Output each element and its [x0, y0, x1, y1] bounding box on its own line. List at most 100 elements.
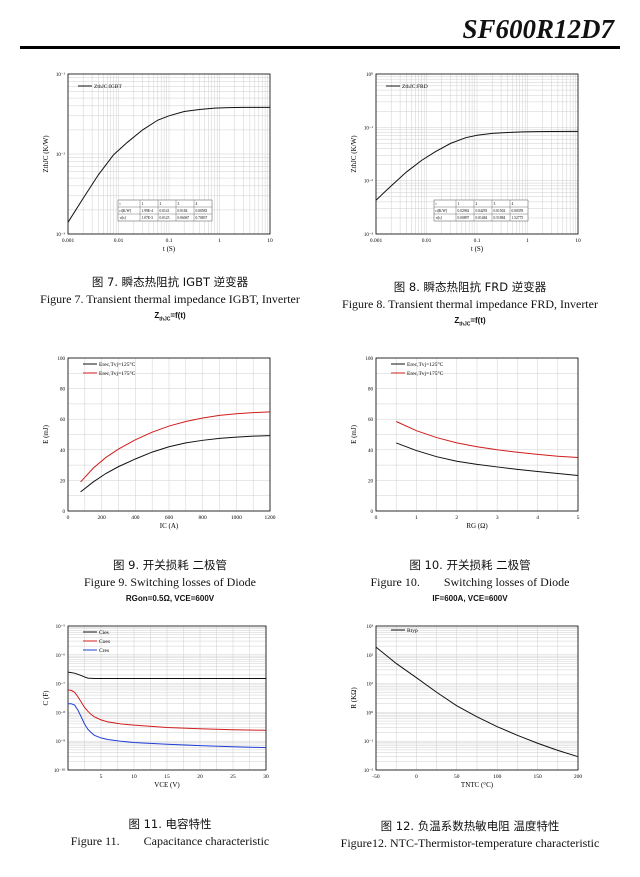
table-cell-text: 3: [178, 202, 180, 206]
caption-condition: RGon=0.5Ω, VCE=600V: [125, 594, 215, 603]
y-tick-label: 10⁻²: [56, 152, 66, 158]
x-tick-label: 25: [230, 774, 236, 780]
table-cell-text: 0.02963: [458, 209, 470, 213]
table-cell-text: τi[s]: [436, 216, 442, 220]
x-tick-label: 0: [67, 515, 70, 521]
y-tick-label: 10⁰: [366, 710, 373, 716]
caption-figure-12: 图 12. 负温系数热敏电阻 温度特性 Figure12. NTC-Thermi…: [320, 818, 620, 851]
y-axis-label: E (mJ): [350, 424, 358, 444]
series-line: [67, 689, 267, 731]
legend-label: Erec,Tvj=125°C: [407, 361, 444, 368]
table-cell-text: 2: [476, 202, 478, 206]
y-axis-label: R (KΩ): [350, 687, 358, 709]
y-tick-label: 10²: [367, 653, 374, 659]
chart-ntc: -50 0 50 100 150 200 10⁻² 10⁻¹ 10⁰ 10¹ 10² 10³ Rtyp…: [350, 624, 582, 789]
x-tick-label: 10: [575, 238, 581, 244]
y-tick-label: 10³: [367, 624, 374, 630]
y-tick-label: 20: [60, 479, 66, 484]
chart-capacitance: 5 10 15 20 25 30 10⁻¹⁰ 10⁻⁹ 10⁻⁸ 10⁻⁷ 10⁻⁶ 10⁻⁵ Cie…: [42, 624, 269, 789]
legend-label: Erec,Tvj=175°C: [99, 370, 136, 377]
legend-label: ZthJC:FRD: [402, 84, 428, 90]
x-axis-label: VCE (V): [154, 781, 180, 789]
x-tick-label: 600: [165, 515, 174, 521]
x-tick-label: 100: [493, 774, 502, 780]
y-tick-label: 80: [60, 388, 66, 393]
legend-label: Coes: [99, 639, 110, 645]
x-tick-label: 0.1: [166, 238, 173, 244]
table-cell-text: 1.99E-4: [142, 209, 154, 213]
y-axis-label: ZthJC (K/W): [42, 135, 50, 173]
model-number: SF600R12D7: [462, 14, 614, 44]
caption-condition: IF=600A, VCE=600V: [432, 594, 508, 603]
x-tick-label: -50: [372, 774, 380, 780]
caption-cn: 图 11. 电容特性: [128, 817, 212, 831]
table-cell-text: τi[s]: [120, 216, 126, 220]
caption-en: Figure 10. Switching losses of Diode: [370, 575, 570, 589]
header-rule: [20, 46, 620, 49]
caption-figure-7: 图 7. 瞬态热阻抗 IGBT 逆变器 Figure 7. Transient …: [20, 274, 320, 323]
y-tick-label: 10⁻⁹: [56, 739, 66, 745]
y-axis-label: E (mJ): [42, 424, 50, 444]
series-line: [68, 703, 267, 749]
x-tick-label: 1: [415, 515, 418, 521]
caption-en: Figure 7. Transient thermal impedance IG…: [40, 292, 300, 306]
x-tick-label: 4: [536, 515, 539, 521]
y-tick-label: 10⁰: [366, 72, 373, 78]
caption-figure-11: 图 11. 电容特性 Figure 11. Capacitance charact…: [20, 816, 320, 849]
x-tick-label: 30: [263, 774, 269, 780]
x-tick-label: 20: [197, 774, 203, 780]
x-tick-label: 0.01: [422, 238, 432, 244]
x-tick-label: 0.001: [62, 238, 75, 244]
table-cell-text: 0.01502: [494, 209, 506, 213]
y-tick-label: 80: [368, 388, 374, 393]
table-cell-text: 2: [160, 202, 162, 206]
series-line: [67, 671, 266, 680]
caption-figure-9: 图 9. 开关损耗 二极管 Figure 9. Switching losses…: [20, 557, 320, 603]
chart-erec-rg: 0 1 2 3 4 5 0 20 40 60 80 100 Erec,Tvj=125°C Erec,Tv…: [350, 357, 580, 530]
x-tick-label: 0.001: [370, 238, 383, 244]
x-tick-label: 0: [375, 515, 378, 521]
x-tick-label: 1: [218, 238, 221, 244]
chart-zth-frd: 0.001 0.01 0.1 1 10 10⁻³ 10⁻² 10⁻¹ 10⁰ ZthJC:FRD…: [350, 72, 581, 253]
y-axis-label: C (F): [42, 690, 50, 706]
y-tick-label: 60: [368, 418, 374, 423]
table-cell-text: 1: [458, 202, 460, 206]
y-tick-label: 10⁻¹: [56, 72, 66, 78]
y-tick-label: 10⁻⁸: [56, 710, 66, 716]
table-cell-text: 0.0125: [160, 216, 170, 220]
x-tick-label: 0.01: [114, 238, 124, 244]
x-tick-label: 5: [100, 774, 103, 780]
table-cell-text: 1: [142, 202, 144, 206]
table-cell-text: 0.00897: [458, 216, 470, 220]
caption-en: Figure12. NTC-Thermistor-temperature cha…: [340, 836, 600, 850]
y-axis-label: ZthJC (K/W): [350, 135, 358, 173]
caption-cn: 图 9. 开关损耗 二极管: [113, 558, 227, 572]
x-axis-label: t (S): [163, 245, 176, 253]
legend-label: Cres: [99, 648, 109, 654]
x-tick-label: 50: [454, 774, 460, 780]
caption-cn: 图 7. 瞬态热阻抗 IGBT 逆变器: [91, 275, 249, 289]
table-cell: [193, 213, 213, 222]
x-axis-label: RG (Ω): [466, 522, 488, 530]
caption-en: Figure 9. Switching losses of Diode: [84, 575, 256, 589]
table-cell-text: 4: [512, 202, 514, 206]
table-cell-text: i: [436, 202, 437, 206]
x-tick-label: 2: [455, 515, 458, 521]
x-tick-label: 10: [267, 238, 273, 244]
table-cell-text: ri[K/W]: [436, 209, 448, 213]
x-tick-label: 0: [415, 774, 418, 780]
caption-en: Figure 8. Transient thermal impedance FR…: [342, 297, 598, 311]
x-tick-label: 5: [577, 515, 580, 521]
table-cell-text: 3: [494, 202, 496, 206]
legend-label: Cies: [99, 630, 109, 636]
y-tick-label: 40: [368, 449, 374, 454]
table-cell-text: 1.52775: [512, 216, 524, 220]
series-line: [395, 421, 579, 458]
x-tick-label: 150: [533, 774, 542, 780]
table-cell-text: 0.00583: [196, 209, 208, 213]
y-tick-label: 10⁻²: [364, 768, 374, 774]
x-tick-label: 3: [496, 515, 499, 521]
x-tick-label: 400: [131, 515, 140, 521]
table-cell-text: 0.0141: [160, 209, 170, 213]
legend-label: Erec,Tvj=125°C: [99, 361, 136, 368]
